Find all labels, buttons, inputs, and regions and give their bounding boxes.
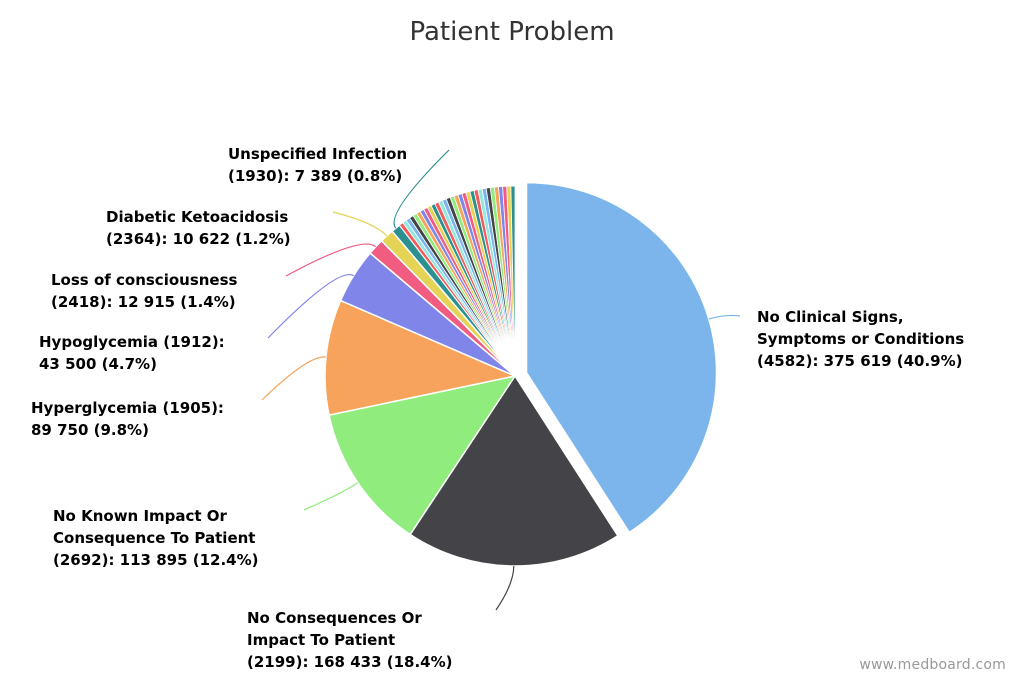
slice-label-1: No Clinical Signs, Symptoms or Conditions… — [757, 308, 964, 370]
slice-label-8-line-1: Unspecified Infection — [228, 145, 407, 163]
slice-label-8-line-2: (1930): 7 389 (0.8%) — [228, 167, 402, 185]
credit-link[interactable]: www.medboard.com — [859, 657, 1006, 673]
slice-label-1-line-3: (4582): 375 619 (40.9%) — [757, 352, 963, 370]
slice-label-7-line-2: (2364): 10 622 (1.2%) — [106, 230, 291, 248]
slice-labels: No Clinical Signs, Symptoms or Conditions… — [31, 145, 964, 671]
slice-label-2-line-2: Impact To Patient — [247, 631, 395, 649]
slice-label-3-line-2: Consequence To Patient — [53, 529, 255, 547]
slice-label-7: Diabetic Ketoacidosis (2364): 10 622 (1.2… — [106, 208, 291, 248]
pie-slice-4[interactable] — [324, 299, 518, 417]
pie-slice-small-37[interactable] — [510, 185, 516, 377]
slice-label-2-line-1: No Consequences Or — [247, 609, 422, 627]
slice-label-2: No Consequences Or Impact To Patient (2199… — [247, 609, 453, 671]
slice-label-4-line-2: 89 750 (9.8%) — [31, 421, 149, 439]
slice-label-6: Loss of consciousness (2418): 12 915 (1.4… — [51, 271, 238, 311]
connector-7 — [332, 211, 388, 237]
connector-4 — [261, 356, 327, 401]
slice-label-5: Hypoglycemia (1912): 43 500 (4.7%) — [39, 333, 225, 373]
connector-5 — [267, 274, 354, 339]
slice-label-4: Hyperglycemia (1905): 89 750 (9.8%) — [31, 399, 224, 439]
slice-label-7-line-1: Diabetic Ketoacidosis — [106, 208, 288, 226]
slice-label-3-line-1: No Known Impact Or — [53, 507, 228, 525]
label-connectors — [261, 149, 741, 611]
slice-label-1-line-2: Symptoms or Conditions — [757, 330, 964, 348]
connector-6 — [285, 243, 377, 277]
pie-slice-3[interactable] — [328, 374, 517, 536]
connector-2 — [495, 565, 515, 611]
slice-label-4-line-1: Hyperglycemia (1905): — [31, 399, 224, 417]
slice-label-3: No Known Impact Or Consequence To Patient… — [53, 507, 259, 569]
slice-label-8: Unspecified Infection (1930): 7 389 (0.8%… — [228, 145, 407, 185]
slice-label-2-line-3: (2199): 168 433 (18.4%) — [247, 653, 453, 671]
slice-label-6-line-1: Loss of consciousness — [51, 271, 238, 289]
slice-label-5-line-2: 43 500 (4.7%) — [39, 355, 157, 373]
pie-slice-2[interactable] — [409, 374, 619, 567]
connector-1 — [708, 314, 741, 320]
connector-8 — [393, 149, 450, 229]
chart-title: Patient Problem — [409, 17, 614, 47]
slice-label-6-line-2: (2418): 12 915 (1.4%) — [51, 293, 236, 311]
slice-label-1-line-1: No Clinical Signs, — [757, 308, 904, 326]
pie-slices — [324, 181, 718, 567]
slice-label-5-line-1: Hypoglycemia (1912): — [39, 333, 225, 351]
slice-label-3-line-3: (2692): 113 895 (12.4%) — [53, 551, 259, 569]
pie-slice-1[interactable] — [525, 181, 718, 534]
connector-3 — [303, 482, 359, 511]
